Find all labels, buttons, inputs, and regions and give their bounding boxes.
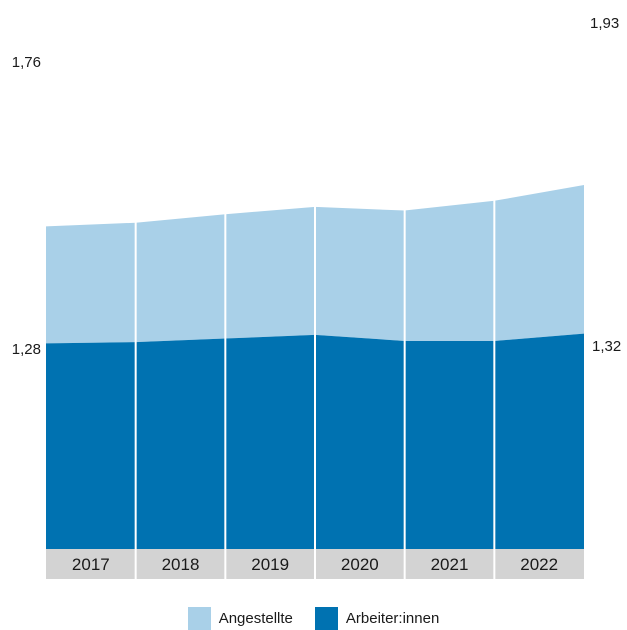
x-tick-2022: 2022 bbox=[520, 555, 558, 574]
legend-item-arbeiter: Arbeiter:innen bbox=[314, 606, 440, 630]
stacked-area-chart: 2017 2018 2019 2020 2021 2022 1,76 1,28 1,93 … bbox=[12, 15, 621, 579]
legend-swatch-angestellte bbox=[187, 606, 211, 630]
legend-label-angestellte: Angestellte bbox=[218, 609, 293, 627]
label-arbeiter-last: 1,32 bbox=[592, 338, 621, 355]
label-arbeiter-first: 1,28 bbox=[12, 341, 41, 358]
x-tick-2021: 2021 bbox=[431, 555, 469, 574]
x-tick-2020: 2020 bbox=[341, 555, 379, 574]
legend: Angestellte Arbeiter:innen bbox=[0, 606, 627, 630]
label-angestellte-last: 1,93 bbox=[590, 15, 619, 32]
legend-item-angestellte: Angestellte bbox=[187, 606, 293, 630]
year-dividers bbox=[134, 198, 496, 579]
x-axis-band: 2017 2018 2019 2020 2021 2022 bbox=[46, 549, 584, 579]
x-tick-2018: 2018 bbox=[162, 555, 200, 574]
x-tick-2017: 2017 bbox=[72, 555, 110, 574]
label-angestellte-first: 1,76 bbox=[12, 54, 41, 71]
x-tick-2019: 2019 bbox=[251, 555, 289, 574]
legend-swatch-arbeiter bbox=[314, 606, 338, 630]
legend-label-arbeiter: Arbeiter:innen bbox=[345, 609, 440, 627]
